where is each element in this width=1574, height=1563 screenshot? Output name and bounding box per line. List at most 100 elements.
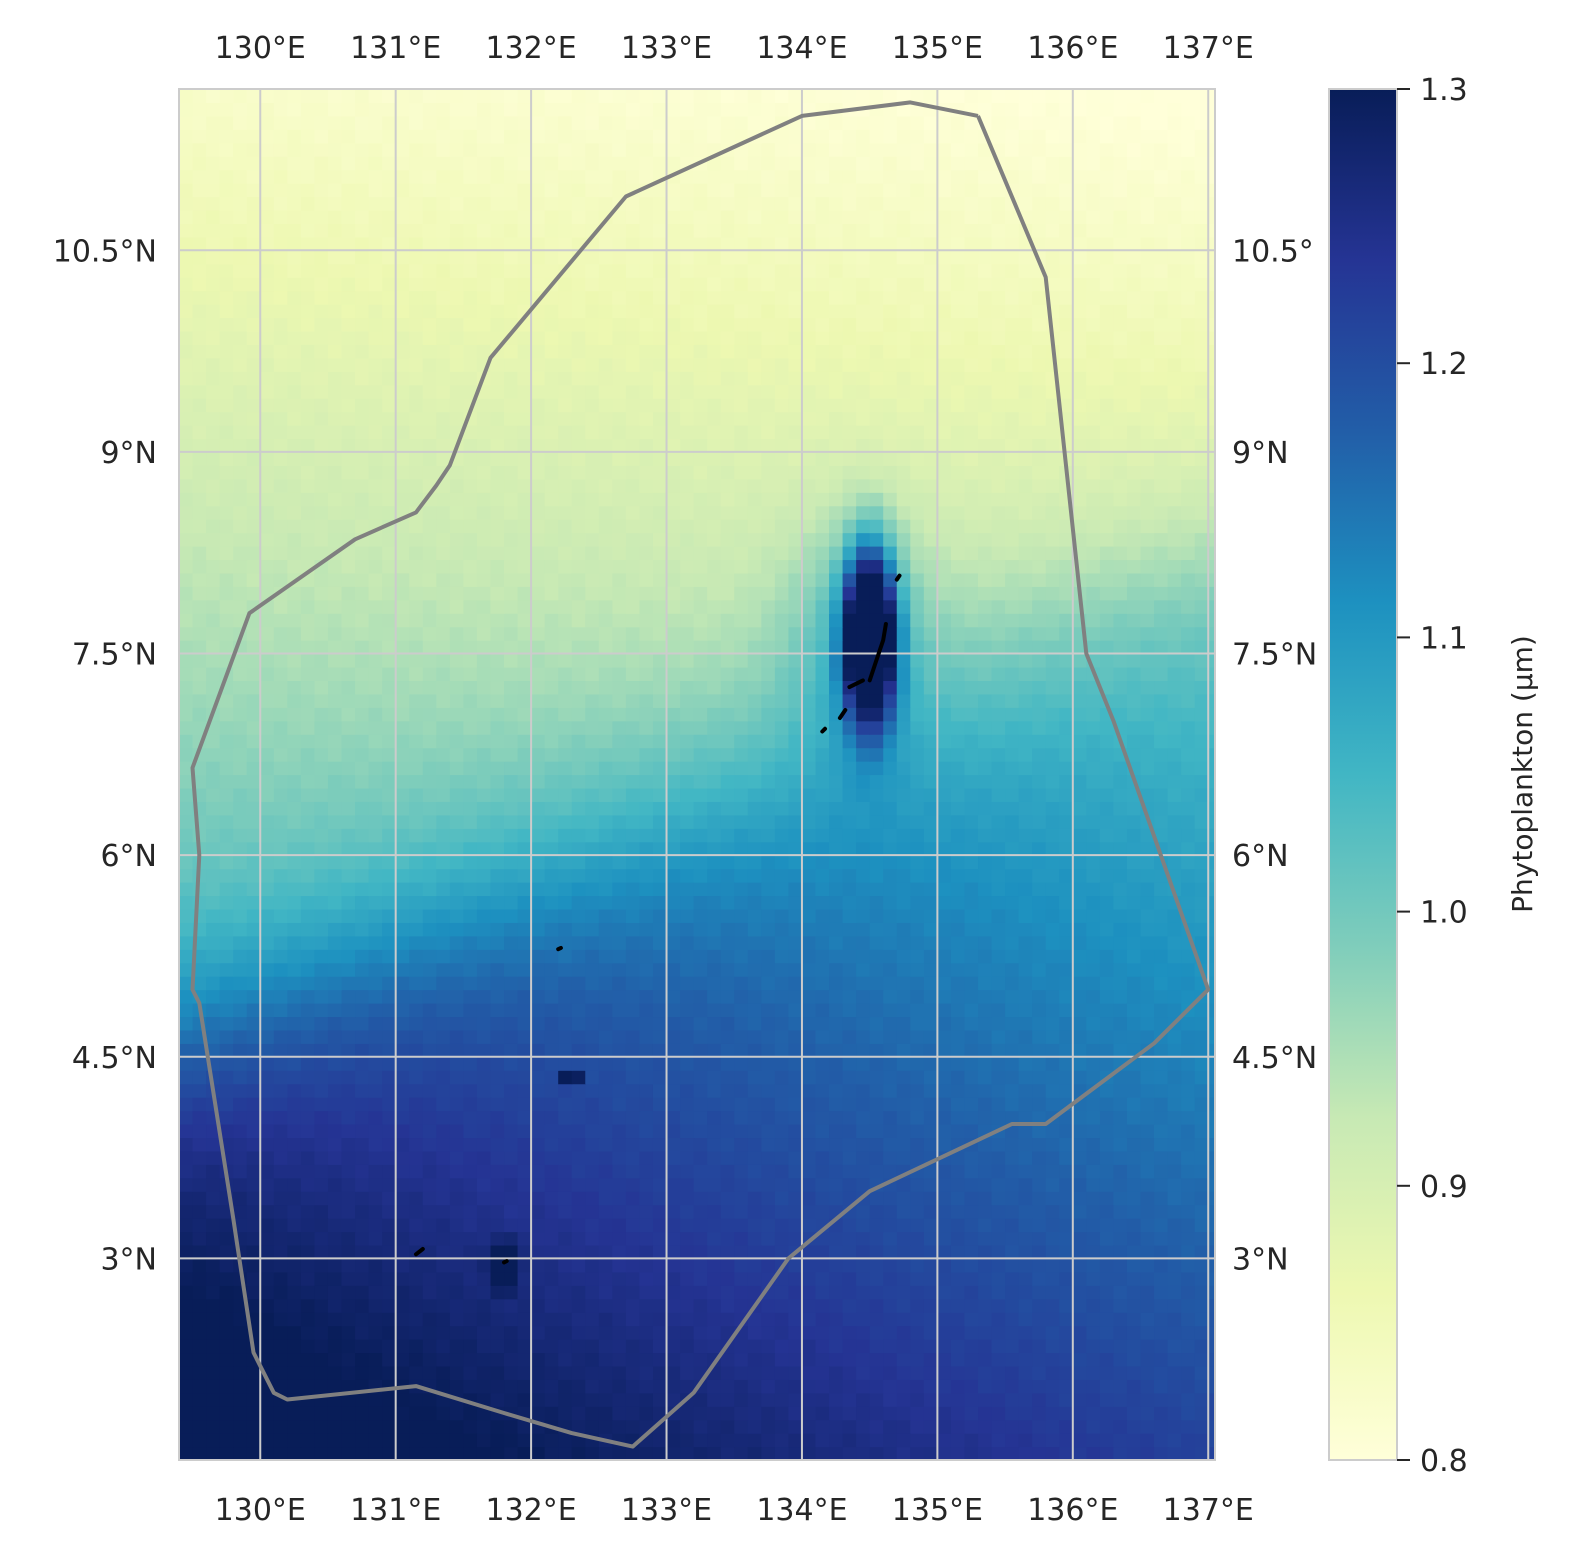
heatmap-cell: [382, 680, 397, 695]
heatmap-cell: [937, 868, 952, 883]
heatmap-cell: [625, 1244, 641, 1259]
heatmap-cell: [314, 1285, 329, 1300]
heatmap-cell: [585, 1325, 600, 1340]
heatmap-cell: [300, 1177, 316, 1192]
heatmap-cell: [368, 1325, 383, 1340]
heatmap-cell: [1113, 1083, 1128, 1098]
heatmap-cell: [693, 707, 708, 722]
heatmap-cell: [869, 1365, 884, 1380]
heatmap-cell: [774, 1110, 790, 1125]
heatmap-cell: [1005, 1083, 1020, 1098]
heatmap-cell: [1086, 1352, 1101, 1367]
heatmap-cell: [476, 774, 492, 789]
heatmap-cell: [680, 989, 695, 1004]
heatmap-cell: [815, 989, 830, 1004]
heatmap-cell: [720, 707, 735, 722]
heatmap-cell: [517, 1218, 532, 1233]
heatmap-cell: [1181, 868, 1196, 883]
heatmap-cell: [950, 1070, 966, 1085]
phytoplankton-heatmap: [179, 89, 1215, 1460]
heatmap-cell: [950, 1392, 966, 1407]
heatmap-cell: [517, 787, 532, 802]
heatmap-cell: [327, 774, 343, 789]
heatmap-cell: [598, 747, 613, 762]
heatmap-cell: [612, 908, 627, 923]
heatmap-cell: [314, 895, 329, 910]
heatmap-cell: [179, 1244, 194, 1259]
heatmap-cell: [585, 1244, 600, 1259]
heatmap-cell: [233, 1003, 248, 1018]
heatmap-cell: [544, 1446, 559, 1460]
heatmap-cell: [788, 828, 803, 843]
heatmap-cell: [355, 666, 370, 682]
heatmap-cell: [964, 855, 979, 870]
heatmap-cell: [192, 1150, 207, 1165]
heatmap-cell: [355, 882, 370, 897]
heatmap-cell: [1208, 801, 1215, 816]
heatmap-cell: [341, 1339, 356, 1354]
heatmap-cell: [761, 1218, 776, 1233]
heatmap-cell: [490, 774, 505, 789]
heatmap-cell: [558, 720, 573, 735]
heatmap-cell: [327, 1446, 343, 1460]
heatmap-cell: [693, 1070, 708, 1085]
heatmap-cell: [233, 1056, 248, 1071]
heatmap-cell: [463, 1137, 478, 1152]
heatmap-cell: [233, 1312, 248, 1327]
heatmap-cell: [652, 1097, 668, 1112]
heatmap-cell: [869, 1029, 884, 1044]
heatmap-cell: [910, 707, 925, 722]
heatmap-cell: [463, 1339, 478, 1354]
heatmap-cell: [1045, 1083, 1060, 1098]
heatmap-cell: [571, 720, 586, 735]
heatmap-cell: [206, 949, 221, 964]
heatmap-cell: [436, 1433, 451, 1448]
heatmap-cell: [449, 855, 464, 870]
heatmap-cell: [1018, 1271, 1033, 1286]
heatmap-cell: [409, 734, 424, 749]
heatmap-cell: [476, 935, 492, 950]
heatmap-cell: [422, 841, 437, 856]
heatmap-cell: [544, 855, 559, 870]
heatmap-cell: [504, 882, 519, 897]
heatmap-cell: [300, 1123, 316, 1139]
heatmap-cell: [1167, 1029, 1182, 1044]
heatmap-cell: [355, 747, 370, 762]
heatmap-cell: [707, 1177, 722, 1192]
heatmap-cell: [788, 586, 803, 601]
heatmap-cell: [531, 1433, 546, 1448]
heatmap-cell: [1018, 1029, 1033, 1044]
heatmap-cell: [693, 868, 708, 883]
heatmap-cell: [1005, 613, 1020, 628]
heatmap-cell: [192, 1191, 207, 1206]
heatmap-cell: [1140, 1446, 1155, 1460]
heatmap-cell: [463, 1110, 478, 1125]
heatmap-cell: [774, 935, 790, 950]
heatmap-cell: [693, 1110, 708, 1125]
heatmap-cell: [490, 1325, 505, 1340]
heatmap-cell: [598, 801, 613, 816]
heatmap-cell: [558, 1406, 573, 1421]
heatmap-cell: [504, 666, 519, 682]
heatmap-cell: [856, 1097, 871, 1112]
heatmap-cell: [1072, 1258, 1087, 1273]
heatmap-cell: [1018, 1177, 1033, 1192]
heatmap-cell: [720, 976, 735, 991]
heatmap-cell: [490, 828, 505, 843]
heatmap-cell: [517, 626, 532, 641]
heatmap-cell: [1140, 1271, 1155, 1286]
heatmap-cell: [856, 1446, 871, 1460]
heatmap-cell: [314, 908, 329, 923]
heatmap-cell: [666, 1003, 681, 1018]
heatmap-cell: [1140, 626, 1155, 641]
heatmap-cell: [449, 774, 464, 789]
heatmap-cell: [1140, 1177, 1155, 1192]
heatmap-cell: [896, 1365, 911, 1380]
heatmap-cell: [1018, 1070, 1033, 1085]
heatmap-cell: [666, 895, 681, 910]
heatmap-cell: [1181, 1110, 1196, 1125]
heatmap-cell: [422, 801, 437, 816]
heatmap-cell: [910, 1150, 925, 1165]
heatmap-cell: [300, 1137, 316, 1152]
heatmap-cell: [774, 1325, 790, 1340]
